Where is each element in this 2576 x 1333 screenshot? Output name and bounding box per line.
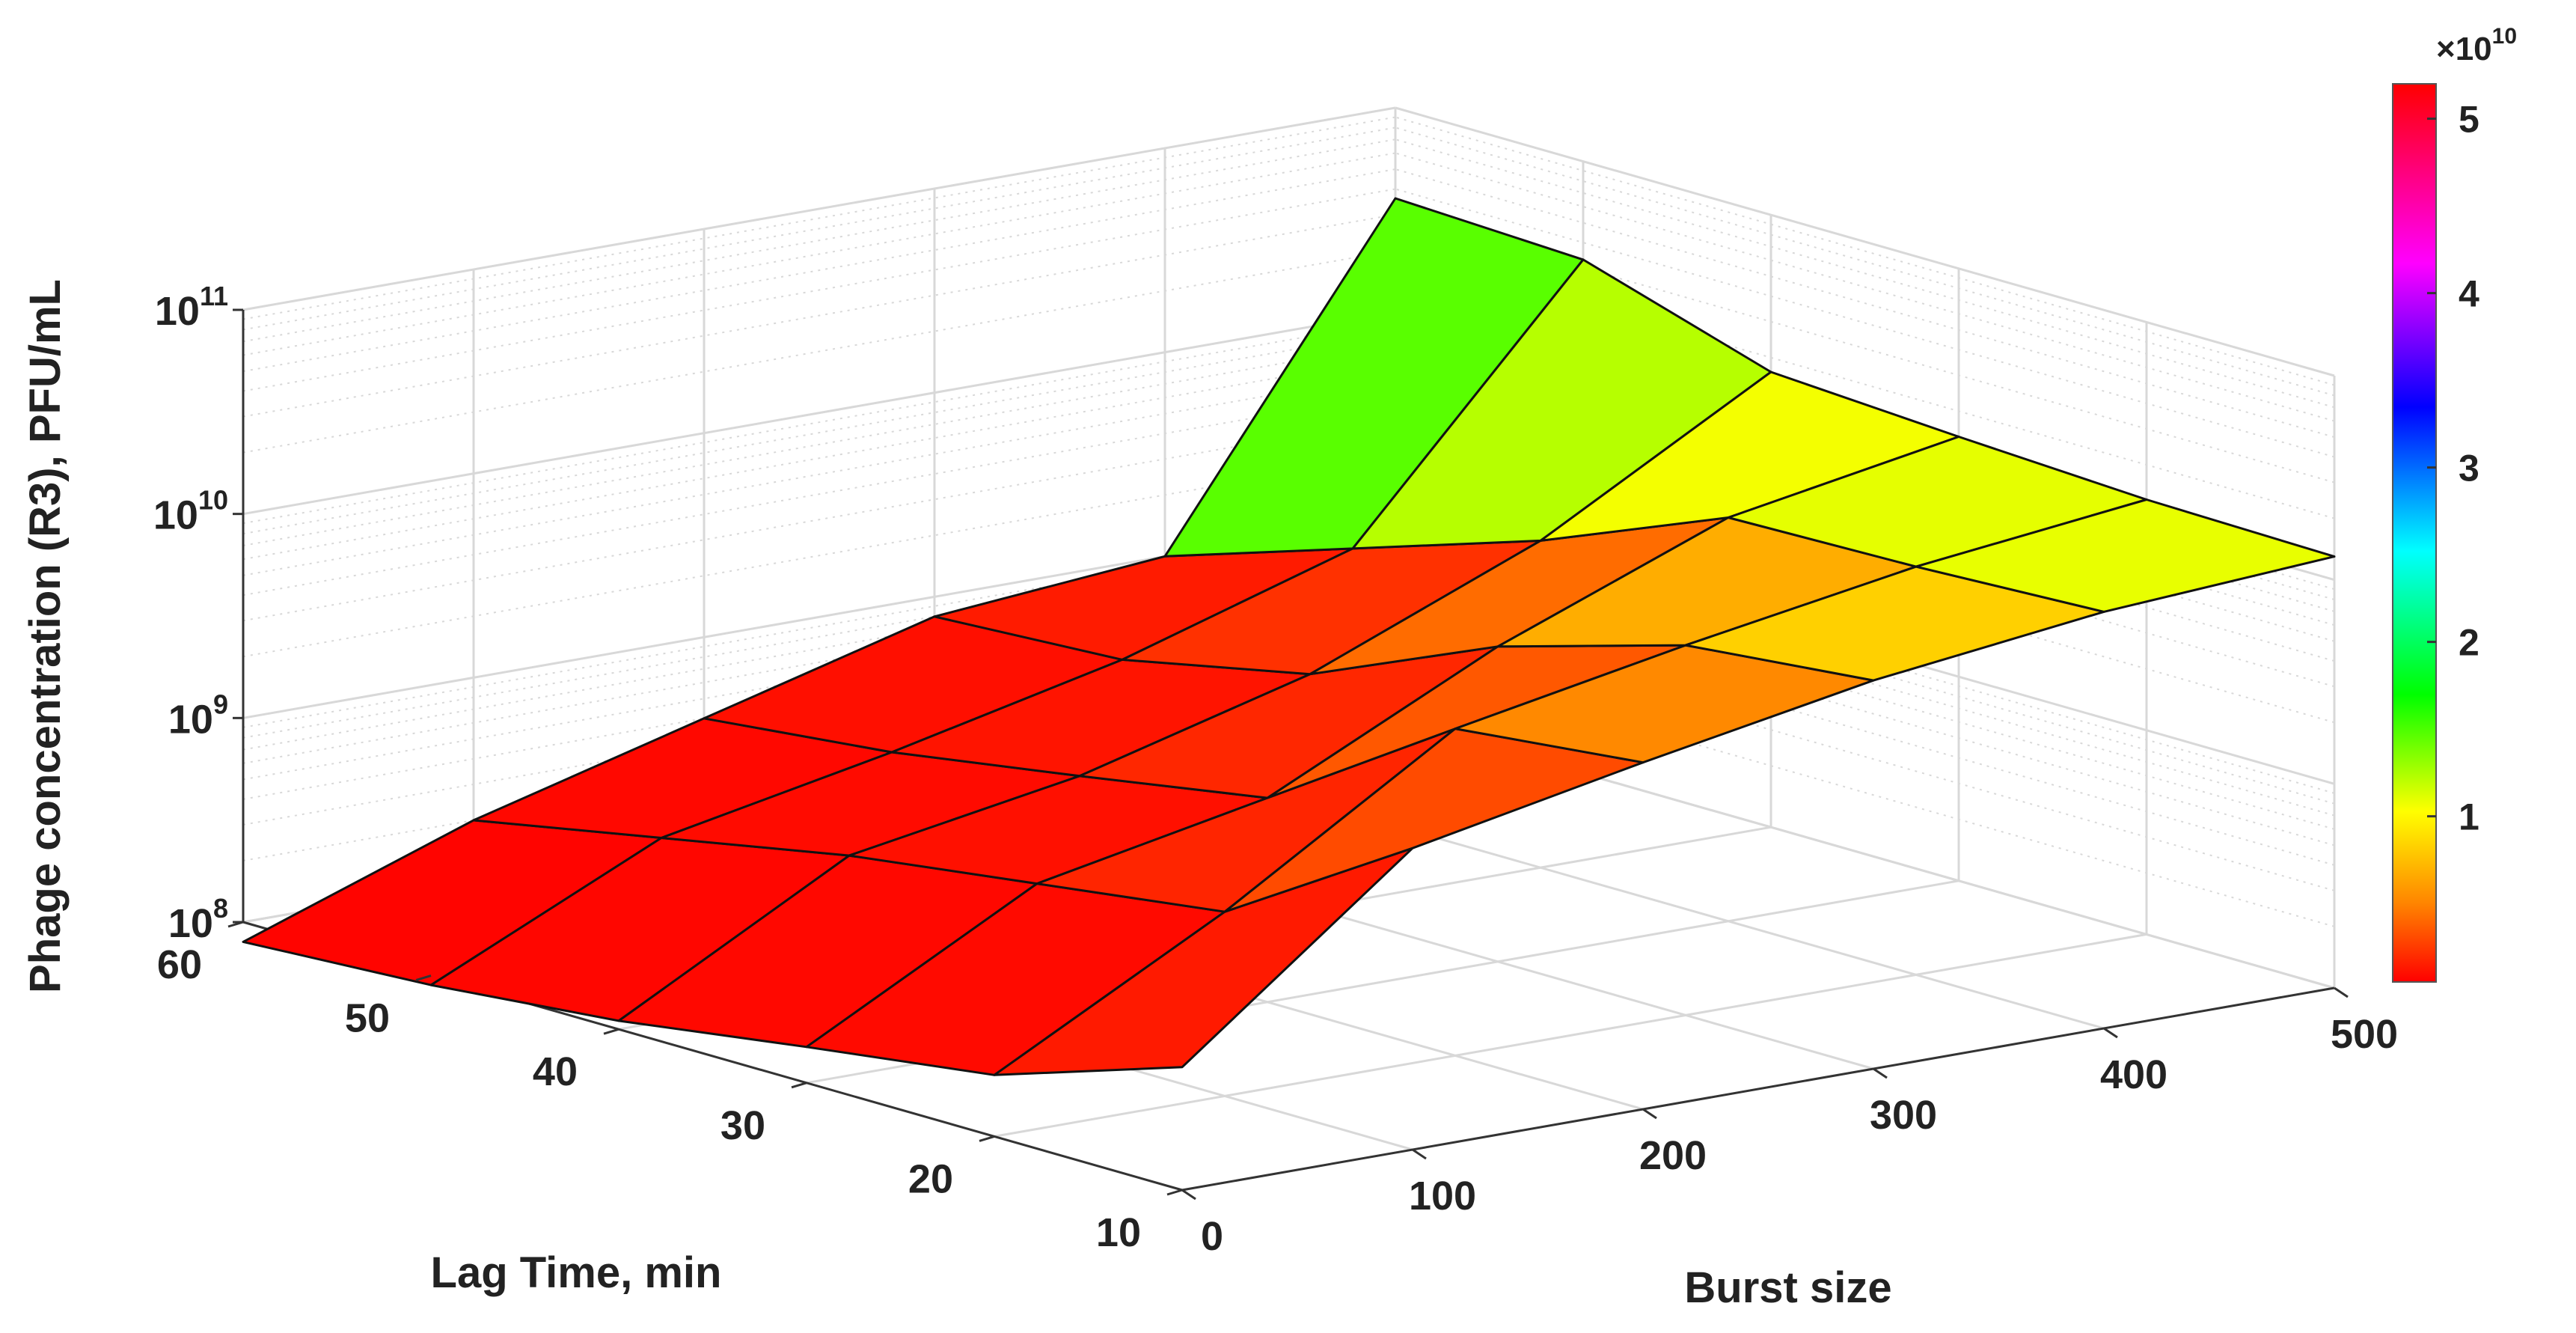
z-grid-line [1395, 657, 2335, 927]
x-tick-label: 300 [1870, 1093, 1937, 1138]
z-tick-label: 1011 [155, 281, 228, 334]
x-tick-labels: 0 100 200 300 400 500 [1181, 986, 2398, 1259]
y-tick-mark [1166, 1189, 1183, 1196]
z-grid-line [242, 249, 1396, 454]
y-tick-label: 30 [721, 1103, 765, 1148]
z-grid-line [1395, 116, 2335, 386]
colorbar: 1 2 3 4 5 ×1010 [2392, 24, 2517, 983]
z-axis-label: Phage concentration (R3), PFU/mL [21, 279, 70, 993]
x-tick-mark [1181, 1189, 1196, 1201]
z-grid-line [1395, 106, 2335, 377]
y-tick-mark [603, 1028, 619, 1035]
z-grid-line [1395, 560, 2335, 830]
z-grid-line [242, 213, 1396, 418]
z-grid-line [1395, 213, 2335, 484]
z-grid-line [1395, 188, 2335, 458]
x-tick-mark [1412, 1148, 1427, 1160]
y-tick-mark [227, 921, 244, 928]
z-grid-line [1395, 596, 2335, 866]
y-tick-labels: 10 20 30 40 50 60 [157, 921, 1183, 1255]
z-grid-line [1395, 138, 2335, 409]
z-grid-line [1395, 621, 2335, 891]
z-grid-line [242, 392, 1396, 597]
x-tick-label: 0 [1201, 1214, 1223, 1259]
z-grid-line [242, 311, 1396, 516]
colorbar-ticks: 1 2 3 4 5 [2427, 99, 2479, 838]
z-grid-line [242, 356, 1396, 561]
x-tick-label: 400 [2100, 1052, 2167, 1097]
z-grid-line [242, 188, 1396, 392]
y-tick-mark [979, 1135, 995, 1142]
x-axis-line [1181, 986, 2335, 1192]
z-grid-line [242, 106, 1396, 311]
z-tick-labels: 108 109 1010 1011 [153, 281, 243, 946]
y-tick-mark [791, 1082, 807, 1089]
y-tick-mark [415, 974, 432, 982]
x-tick-mark [1873, 1067, 1888, 1079]
x-tick-mark [2103, 1027, 2118, 1039]
colorbar-tick-label: 2 [2459, 622, 2479, 664]
x-tick-mark [1642, 1108, 1657, 1120]
z-grid-line [1395, 168, 2335, 439]
z-grid-line [1395, 126, 2335, 397]
z-tick-label: 108 [168, 893, 228, 946]
z-grid-line [242, 126, 1396, 331]
z-grid-line [242, 454, 1396, 658]
z-tick-label: 1010 [153, 485, 228, 538]
z-grid-line [242, 138, 1396, 343]
y-tick-label: 40 [533, 1049, 578, 1094]
z-grid-line [242, 320, 1396, 525]
z-grid-line [242, 372, 1396, 576]
y-tick-label: 10 [1096, 1210, 1141, 1255]
z-grid-line [242, 331, 1396, 535]
surface [242, 197, 2336, 1076]
y-tick-label: 20 [908, 1156, 953, 1201]
y-axis-label: Lag Time, min [431, 1248, 722, 1297]
x-tick-label: 100 [1409, 1174, 1476, 1218]
z-grid-line [242, 418, 1396, 622]
colorbar-tick-label: 1 [2459, 796, 2479, 838]
z-grid-line [242, 152, 1396, 356]
colorbar-tick-label: 4 [2459, 273, 2479, 315]
z-grid-line [242, 342, 1396, 546]
x-tick-label: 500 [2331, 1012, 2398, 1057]
z-grid-line [1395, 249, 2335, 519]
z-grid-line [242, 168, 1396, 373]
x-tick-label: 200 [1639, 1133, 1707, 1178]
floor-grid-line [994, 933, 2147, 1138]
colorbar-gradient [2392, 83, 2437, 983]
colorbar-multiplier: ×1010 [2436, 24, 2517, 67]
z-grid-line [242, 116, 1396, 320]
y-tick-label: 50 [345, 996, 390, 1041]
y-tick-label: 60 [157, 942, 202, 987]
z-grid-line [1395, 152, 2335, 422]
z-tick-label: 109 [168, 689, 228, 742]
colorbar-tick-label: 5 [2459, 99, 2479, 141]
surface-patch [1915, 498, 2336, 613]
x-tick-mark [2334, 986, 2349, 998]
x-axis-label: Burst size [1684, 1263, 1891, 1312]
z-grid-line [1395, 576, 2335, 847]
colorbar-tick-label: 3 [2459, 448, 2479, 489]
